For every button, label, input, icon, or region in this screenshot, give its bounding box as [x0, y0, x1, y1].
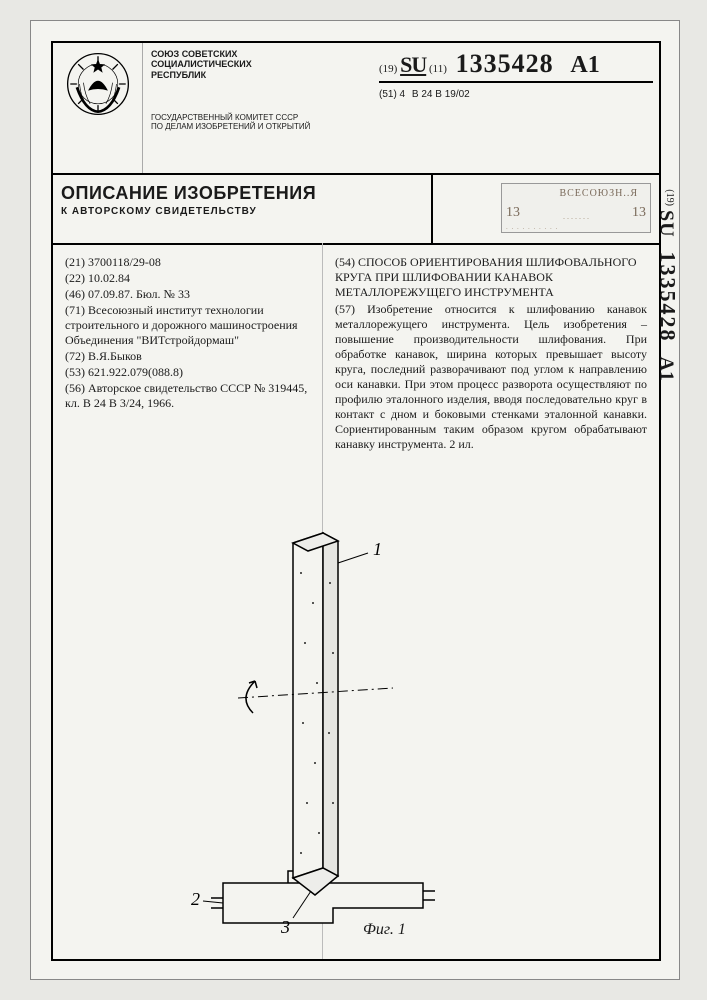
- spine-number: 1335428: [656, 252, 681, 343]
- ipc-code: B 24 B 19/02: [412, 89, 470, 100]
- spine-kind: A1: [656, 357, 678, 381]
- doc-title-box: ОПИСАНИЕ ИЗОБРЕТЕНИЯ К АВТОРСКОМУ СВИДЕТ…: [53, 175, 433, 243]
- field-53: (53) 621.922.079(088.8): [65, 365, 312, 380]
- fig-label-1: 1: [373, 539, 382, 559]
- kind-code: A1: [570, 52, 599, 78]
- patent-page: СОЮЗ СОВЕТСКИХ СОЦИАЛИСТИЧЕСКИХ РЕСПУБЛИ…: [30, 20, 680, 980]
- library-stamp-box: ВСЕСОЮЗН..Я 13 . . . . . . . 13 . . . . …: [433, 175, 659, 243]
- prefix-19: (19): [379, 63, 397, 75]
- spine-country: SU: [656, 210, 678, 238]
- biblio: (21) 3700118/29-08 (22) 10.02.84 (46) 07…: [65, 255, 312, 411]
- ussr-emblem-icon: [65, 51, 131, 117]
- ipc-prefix: (51) 4: [379, 89, 405, 100]
- spine-code: (19) SU 1335428 A1: [655, 189, 681, 381]
- fig-label-3: 3: [280, 917, 290, 937]
- spine-prefix: (19): [664, 189, 675, 206]
- issuing-org: СОЮЗ СОВЕТСКИХ СОЦИАЛИСТИЧЕСКИХ РЕСПУБЛИ…: [143, 43, 373, 173]
- stamp-bottom: . . . . . . . . . .: [506, 223, 646, 231]
- ipc-class: (51) 4 B 24 B 19/02: [379, 89, 470, 100]
- field-21: (21) 3700118/29-08: [65, 255, 312, 270]
- stamp-top: ВСЕСОЮЗН..Я: [506, 188, 646, 199]
- outer-frame: СОЮЗ СОВЕТСКИХ СОЦИАЛИСТИЧЕСКИХ РЕСПУБЛИ…: [51, 41, 661, 961]
- doc-subtitle: К АВТОРСКОМУ СВИДЕТЕЛЬСТВУ: [61, 206, 423, 217]
- figure-1: 1 2 3 Фиг. 1: [183, 503, 543, 953]
- stamp-right-num: 13: [632, 205, 646, 221]
- org-top: СОЮЗ СОВЕТСКИХ СОЦИАЛИСТИЧЕСКИХ РЕСПУБЛИ…: [151, 49, 367, 80]
- abstract-text: (57) Изобретение относится к шлифованию …: [335, 302, 647, 452]
- field-56: (56) Авторское свидетельство СССР № 3194…: [65, 381, 312, 411]
- title-row: ОПИСАНИЕ ИЗОБРЕТЕНИЯ К АВТОРСКОМУ СВИДЕТ…: [53, 175, 659, 245]
- publication-number: (19) SU (11) 1335428 A1: [379, 49, 653, 79]
- field-71: (71) Всесоюзный институт технологии стро…: [65, 303, 312, 348]
- doc-title: ОПИСАНИЕ ИЗОБРЕТЕНИЯ: [61, 183, 423, 204]
- stamp-dots: . . . . . . .: [563, 212, 589, 221]
- field-46: (46) 07.09.87. Бюл. № 33: [65, 287, 312, 302]
- figure-caption: Фиг. 1: [363, 921, 406, 939]
- fig-label-2: 2: [191, 889, 200, 909]
- emblem-box: [53, 43, 143, 173]
- stamp-left-num: 13: [506, 205, 520, 221]
- country-code: SU: [400, 52, 426, 77]
- doc-number: 1335428: [456, 49, 554, 78]
- prefix-11: (11): [429, 63, 447, 75]
- org-bottom: ГОСУДАРСТВЕННЫЙ КОМИТЕТ СССР ПО ДЕЛАМ ИЗ…: [151, 114, 367, 132]
- field-72: (72) В.Я.Быков: [65, 349, 312, 364]
- library-stamp: ВСЕСОЮЗН..Я 13 . . . . . . . 13 . . . . …: [501, 183, 651, 233]
- invention-title: (54) СПОСОБ ОРИЕНТИРОВАНИЯ ШЛИФОВАЛЬНОГО…: [335, 255, 647, 300]
- header: СОЮЗ СОВЕТСКИХ СОЦИАЛИСТИЧЕСКИХ РЕСПУБЛИ…: [53, 43, 659, 175]
- rule: [379, 81, 653, 83]
- publication-number-box: (19) SU (11) 1335428 A1 (51) 4 B 24 B 19…: [373, 43, 659, 173]
- field-22: (22) 10.02.84: [65, 271, 312, 286]
